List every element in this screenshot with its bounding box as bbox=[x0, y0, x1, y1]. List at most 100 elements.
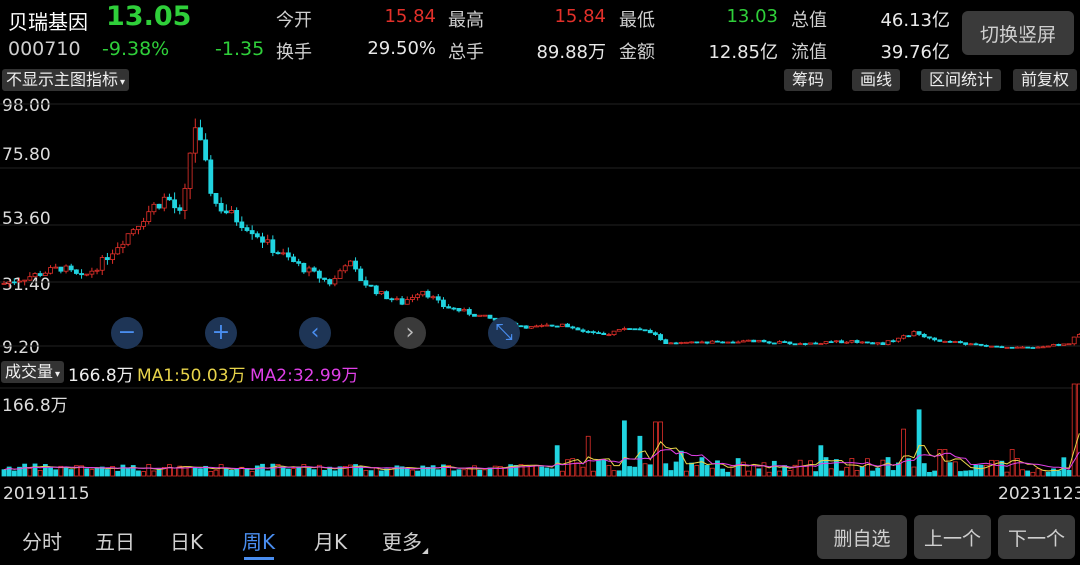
scroll-right-button[interactable]: › bbox=[394, 317, 426, 349]
candle-body bbox=[280, 252, 286, 255]
tab-label: 日K bbox=[170, 530, 204, 554]
candle-body bbox=[125, 233, 131, 245]
candle-body bbox=[802, 343, 808, 345]
volume-bar bbox=[797, 459, 803, 477]
volume-bar bbox=[466, 468, 472, 477]
volume-bar bbox=[570, 458, 576, 477]
candle-body bbox=[606, 334, 612, 336]
candle-body bbox=[420, 290, 426, 296]
volume-bar bbox=[839, 470, 844, 477]
volume-bar bbox=[890, 470, 896, 477]
scroll-right-icon: › bbox=[405, 320, 415, 345]
tab-weekly-k[interactable]: 周K bbox=[242, 526, 275, 555]
tab-monthly-k[interactable]: 月K bbox=[314, 526, 347, 555]
candle-body bbox=[518, 325, 524, 328]
candle-body bbox=[632, 328, 638, 331]
volume-bar bbox=[187, 466, 193, 477]
volume-bar bbox=[110, 466, 115, 477]
quote-value: 46.13亿 bbox=[880, 10, 950, 31]
candle-body bbox=[358, 268, 364, 282]
previous-stock-button[interactable]: 上一个 bbox=[914, 515, 991, 559]
candle-body bbox=[410, 297, 415, 300]
change-amount: -1.35 bbox=[215, 38, 265, 60]
quote-label: 今开 bbox=[276, 10, 312, 31]
tab-more[interactable]: 更多◢ bbox=[382, 526, 428, 555]
draw-line-button[interactable]: 画线 bbox=[852, 69, 901, 91]
adjust-price-button[interactable]: 前复权 bbox=[1013, 69, 1078, 91]
reset-zoom-button[interactable]: ⤡ bbox=[488, 317, 520, 349]
candle-body bbox=[1014, 346, 1020, 349]
volume-bar bbox=[420, 465, 426, 477]
volume-bar bbox=[859, 466, 865, 477]
candle-body bbox=[1045, 345, 1051, 348]
kline-chart[interactable] bbox=[0, 92, 1080, 482]
volume-bar bbox=[337, 466, 343, 477]
range-stats-button[interactable]: 区间统计 bbox=[921, 69, 1002, 91]
candle-body bbox=[301, 262, 307, 273]
volume-bar bbox=[425, 466, 431, 477]
candle-body bbox=[84, 273, 90, 276]
volume-bar bbox=[151, 470, 157, 477]
volume-bar bbox=[84, 468, 90, 477]
candle-body bbox=[208, 159, 214, 194]
candle-body bbox=[32, 273, 38, 278]
candle-body bbox=[689, 341, 695, 344]
volume-bar bbox=[6, 466, 12, 477]
main-indicator-dropdown[interactable]: 不显示主图指标 ▾ bbox=[2, 69, 130, 91]
volume-ma2-value: MA2:32.99万 bbox=[250, 366, 359, 386]
next-stock-button[interactable]: 下一个 bbox=[998, 515, 1075, 559]
volume-bar bbox=[813, 471, 819, 477]
price-tick-label: 53.60 bbox=[2, 209, 51, 229]
volume-bar bbox=[322, 469, 327, 477]
candle-body bbox=[1030, 347, 1036, 349]
tab-label: 周K bbox=[242, 530, 276, 554]
volume-bar bbox=[156, 468, 162, 477]
candle-body bbox=[53, 266, 59, 269]
volume-bar bbox=[678, 450, 684, 477]
switch-portrait-button[interactable]: 切换竖屏 bbox=[962, 11, 1074, 55]
tab-five-day[interactable]: 五日 bbox=[95, 526, 135, 555]
volume-bar bbox=[673, 461, 679, 477]
candle-body bbox=[482, 314, 488, 317]
candle-body bbox=[192, 127, 198, 154]
volume-bar bbox=[48, 466, 53, 477]
scroll-left-button[interactable]: ‹ bbox=[299, 317, 331, 349]
volume-bar bbox=[870, 470, 875, 477]
volume-bar bbox=[384, 468, 389, 477]
volume-bar bbox=[404, 467, 410, 477]
volume-bar bbox=[461, 469, 467, 477]
volume-indicator-dropdown[interactable]: 成交量 ▾ bbox=[1, 361, 65, 383]
volume-bar bbox=[27, 467, 33, 477]
volume-bar bbox=[472, 465, 477, 477]
candle-body bbox=[456, 308, 462, 312]
tab-intraday[interactable]: 分时 bbox=[22, 526, 62, 555]
quote-value: 39.76亿 bbox=[880, 42, 950, 63]
volume-bar bbox=[539, 466, 545, 477]
volume-bar bbox=[901, 428, 906, 477]
stock-name: 贝瑞基因 bbox=[8, 10, 88, 34]
tab-daily-k[interactable]: 日K bbox=[170, 526, 203, 555]
volume-bar bbox=[590, 470, 596, 477]
candle-body bbox=[973, 343, 979, 346]
zoom-out-button[interactable]: − bbox=[111, 317, 143, 349]
candle-body bbox=[849, 340, 855, 343]
candle-body bbox=[823, 341, 829, 344]
candle-body bbox=[616, 329, 622, 332]
candle-body bbox=[839, 340, 844, 344]
candle-body bbox=[870, 342, 875, 345]
volume-bar bbox=[332, 470, 338, 477]
candle-body bbox=[880, 342, 886, 346]
quote-value: 15.84 bbox=[554, 6, 606, 27]
volume-bar bbox=[229, 469, 234, 477]
volume-bar bbox=[482, 469, 488, 477]
candle-body bbox=[63, 265, 69, 272]
volume-bar bbox=[477, 469, 483, 477]
remove-watchlist-button[interactable]: 删自选 bbox=[817, 515, 907, 559]
candle-body bbox=[777, 341, 782, 344]
chip-distribution-button[interactable]: 筹码 bbox=[784, 69, 833, 91]
candle-body bbox=[771, 342, 777, 345]
candle-body bbox=[156, 203, 162, 209]
zoom-in-button[interactable]: + bbox=[205, 317, 237, 349]
volume-bar bbox=[223, 468, 229, 477]
volume-bar bbox=[17, 466, 22, 477]
